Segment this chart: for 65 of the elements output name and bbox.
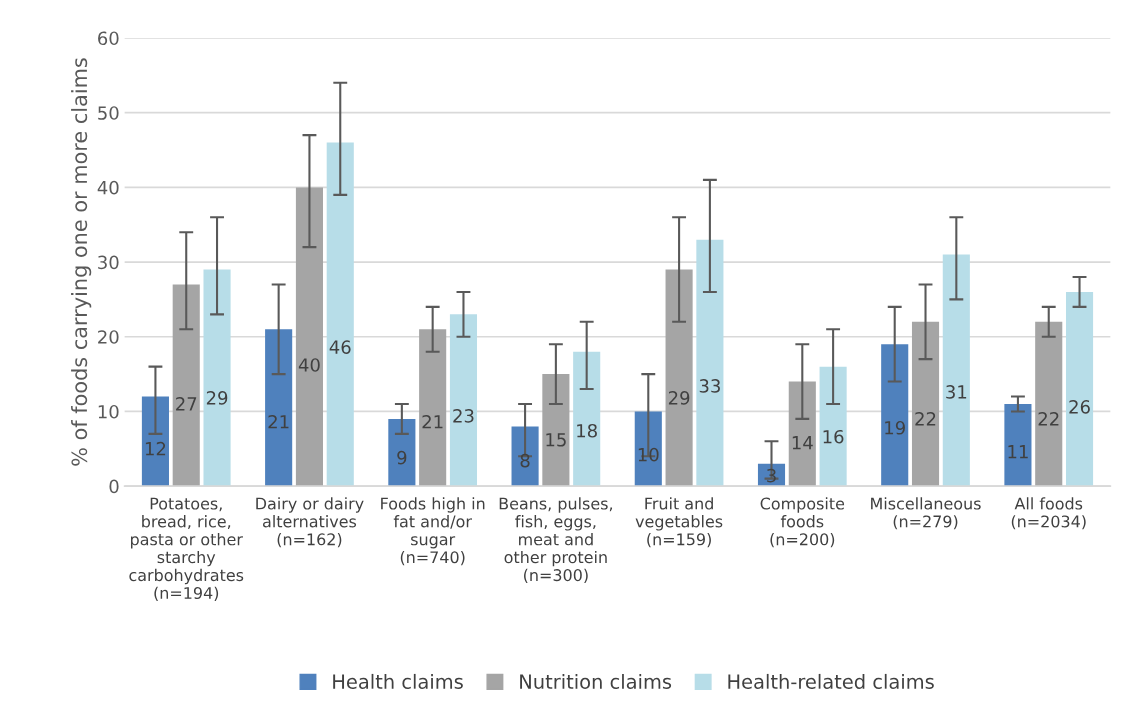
- bar: [1035, 321, 1063, 487]
- legend-label: Nutrition claims: [520, 673, 672, 689]
- bar: [1065, 291, 1094, 487]
- data-label: 40: [298, 358, 320, 372]
- y-tick-label: 10: [98, 404, 119, 419]
- bar: [819, 366, 847, 487]
- data-label: 23: [453, 409, 474, 423]
- x-tick-label: Foods high in fat and/or sugar (n=740): [381, 497, 485, 566]
- data-label: 29: [206, 391, 228, 405]
- y-tick-label: 40: [97, 180, 119, 195]
- bar: [788, 381, 816, 487]
- x-tick-label: Beans, pulses, fish, eggs, meat and other protein (n=300): [499, 497, 613, 584]
- bar: [326, 142, 354, 487]
- legend-label: Health claims: [333, 673, 463, 689]
- data-label: 16: [823, 429, 844, 444]
- data-label: 31: [946, 385, 967, 399]
- bar: [542, 374, 570, 487]
- y-tick-label: 30: [98, 255, 119, 270]
- data-label: 26: [1069, 400, 1090, 414]
- bar: [634, 411, 662, 487]
- legend-label: Health-related claims: [728, 673, 934, 689]
- bar: [665, 269, 693, 487]
- data-label: 22: [1038, 411, 1059, 426]
- bar: [203, 269, 231, 487]
- x-tick-label: Fruit and vegetables (n=159): [635, 497, 723, 548]
- data-label: 29: [668, 391, 690, 405]
- data-label: 12: [145, 441, 166, 456]
- bar: [388, 418, 416, 487]
- data-label: 21: [268, 414, 289, 429]
- bar: [449, 314, 478, 487]
- y-axis-title: % of foods carrying one or more claims: [71, 58, 92, 466]
- x-tick-label: Dairy or dairy alternatives (n=162): [256, 497, 364, 548]
- data-label: 46: [329, 340, 351, 354]
- bar: [696, 239, 724, 487]
- bar: [419, 329, 447, 487]
- data-label: 8: [520, 453, 530, 468]
- data-label: 22: [915, 411, 936, 426]
- data-label: 11: [1008, 445, 1028, 459]
- data-label: 3: [767, 468, 776, 483]
- bar: [1004, 403, 1032, 487]
- bar: [295, 187, 323, 487]
- x-tick-label: Potatoes, bread, rice, pasta or other starchy carbohydrates (n=194): [129, 497, 244, 601]
- y-tick-label: 50: [98, 106, 119, 120]
- y-tick-label: 60: [98, 31, 119, 46]
- data-label: 27: [176, 397, 197, 411]
- bar: [141, 396, 169, 487]
- data-label: 19: [885, 420, 905, 435]
- y-tick-label: 20: [98, 330, 119, 344]
- data-label: 9: [397, 450, 407, 465]
- data-label: 33: [699, 379, 720, 393]
- x-tick-label: Composite foods (n=200): [760, 497, 845, 548]
- bar: [911, 321, 940, 487]
- bar: [265, 329, 293, 487]
- data-label: 21: [422, 414, 443, 429]
- y-tick-label: 0: [109, 479, 119, 494]
- bar: [573, 351, 601, 487]
- data-label: 15: [546, 433, 566, 447]
- x-tick-label: All foods (n=2034): [1011, 497, 1086, 530]
- data-label: 18: [577, 423, 597, 438]
- bar: [881, 344, 909, 487]
- bar: [172, 284, 200, 487]
- bar: [942, 254, 970, 487]
- data-label: 14: [792, 436, 813, 450]
- bar: [511, 426, 539, 487]
- x-tick-label: Miscellaneous (n=279): [871, 497, 981, 530]
